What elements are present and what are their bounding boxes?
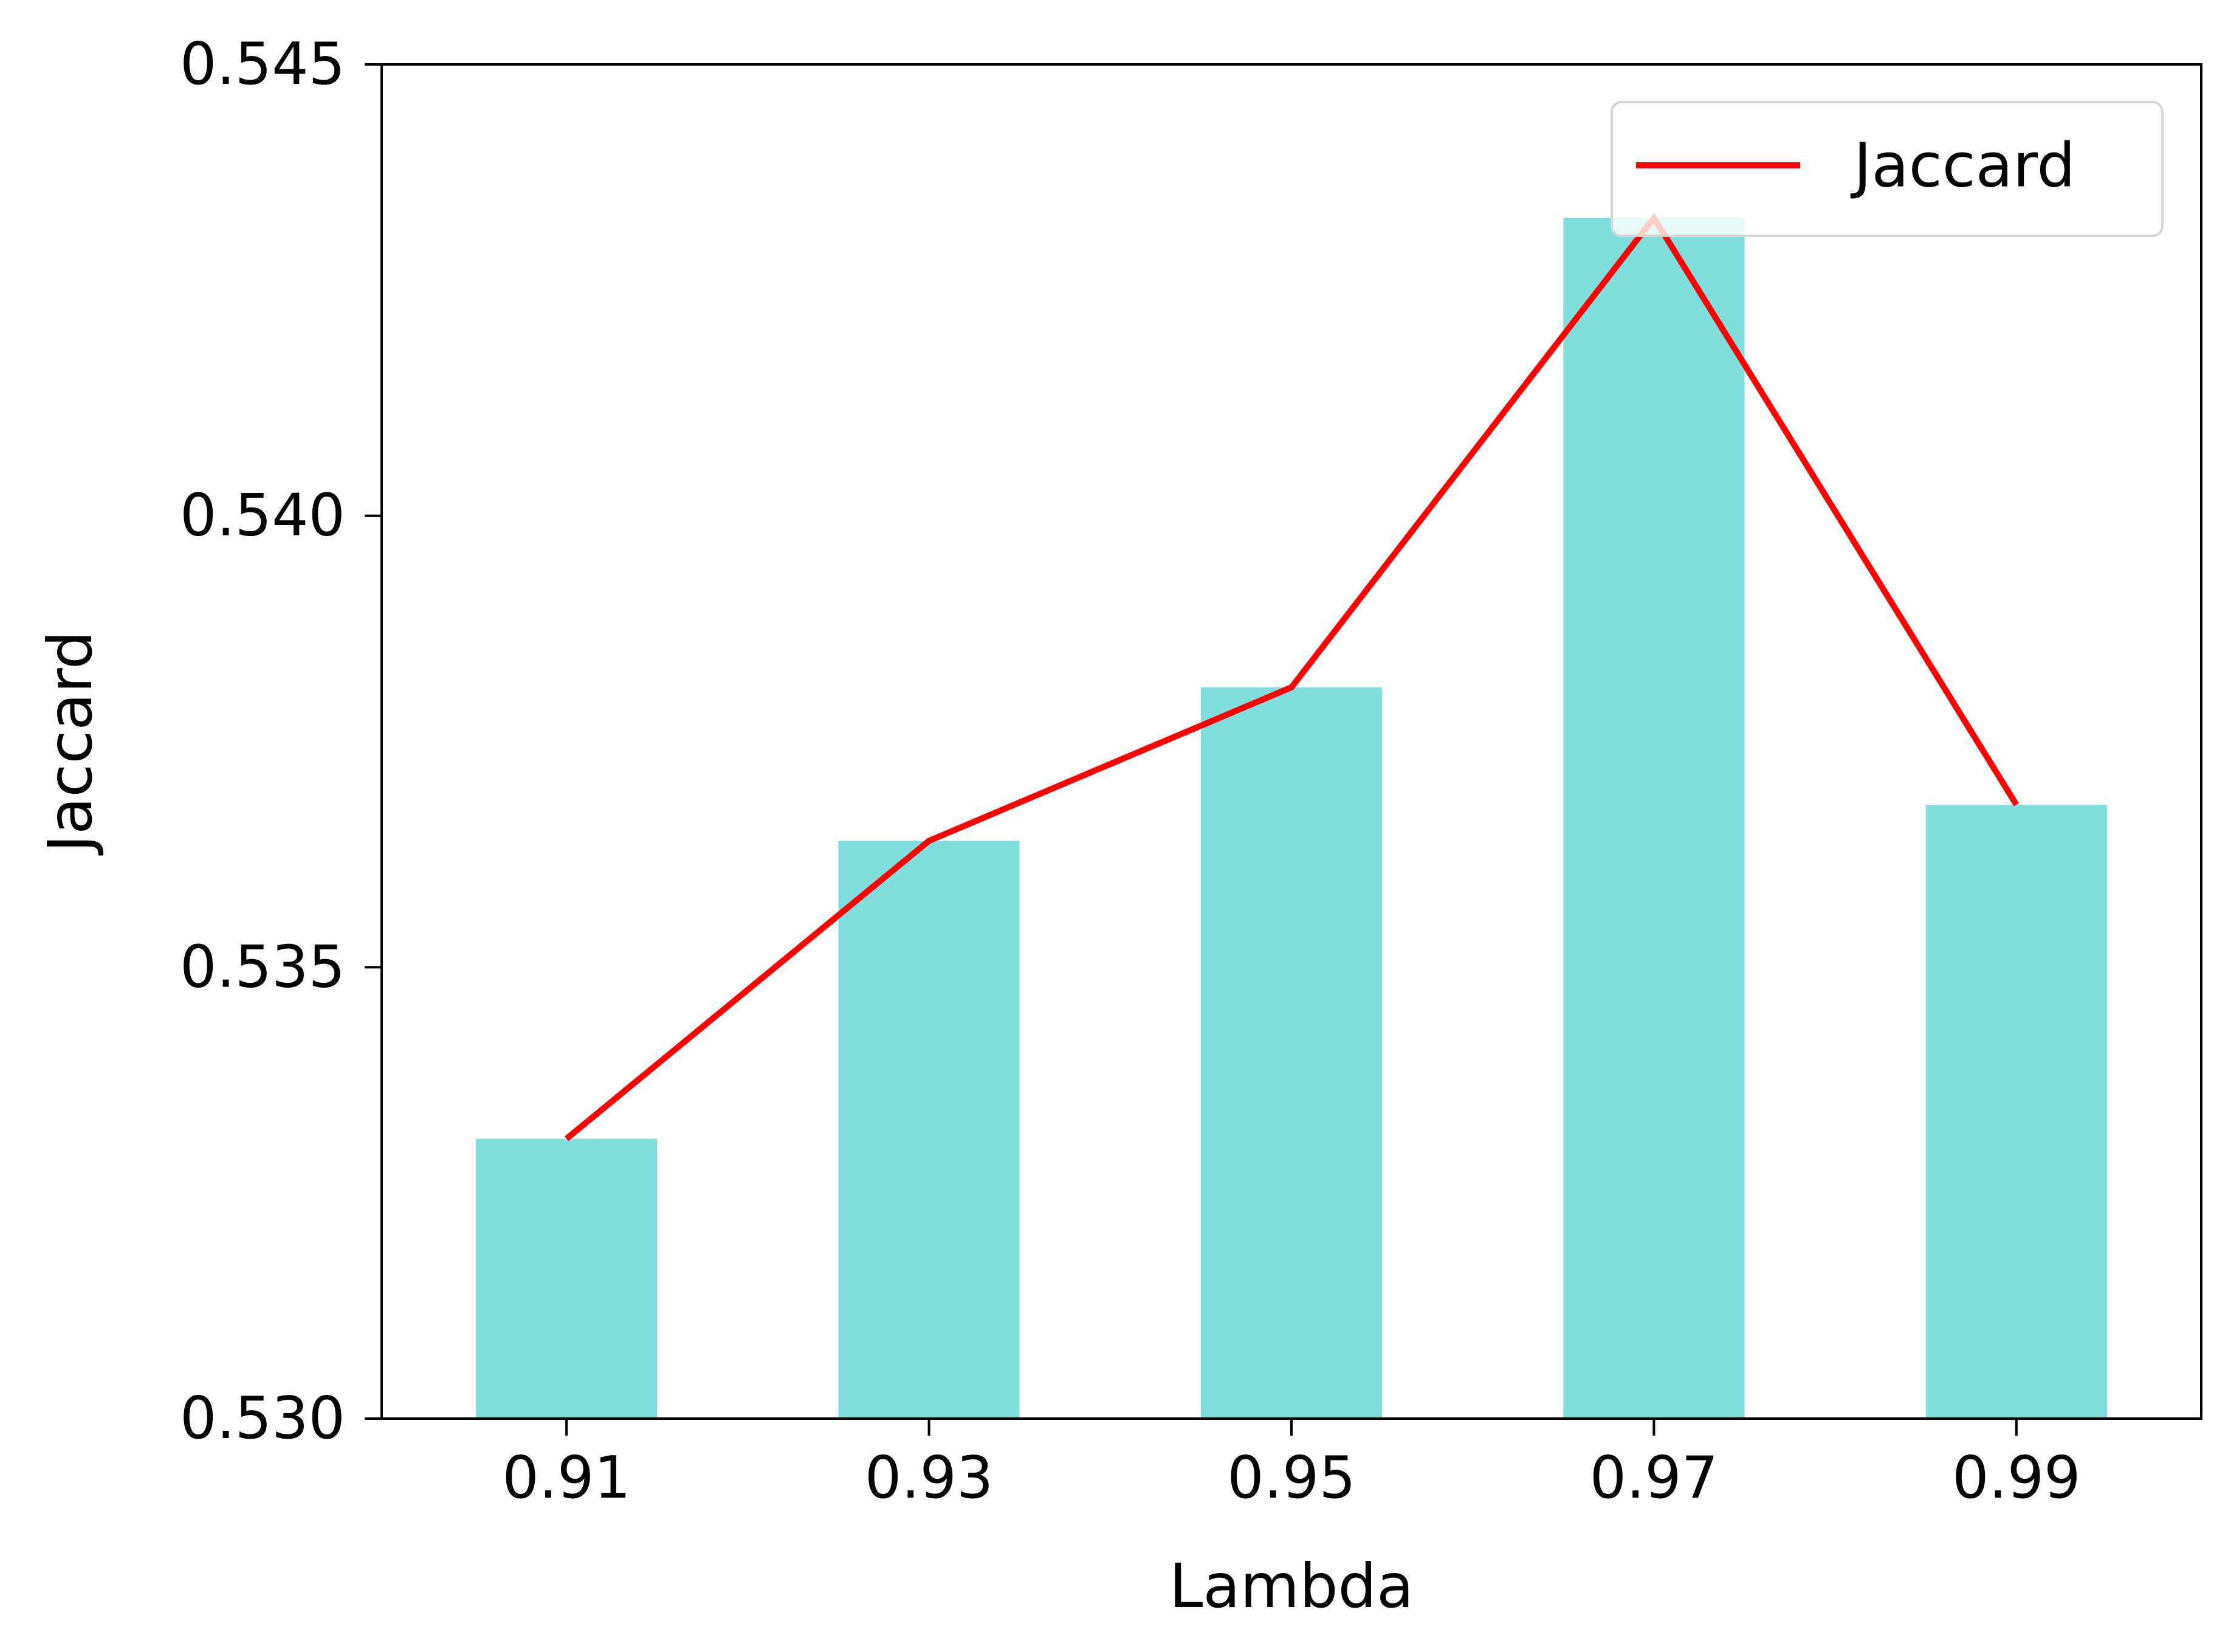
series-line-jaccard: [564, 212, 2020, 1141]
y-axis-title: Jaccard: [35, 631, 106, 856]
x-axis: 0.91 0.93 0.95 0.97 0.99: [502, 1419, 2081, 1512]
y-tick-label: 0.545: [180, 31, 345, 98]
x-tick-label: 0.97: [1590, 1445, 1719, 1512]
legend: Jaccard: [1611, 101, 2164, 237]
x-tick-label: 0.95: [1227, 1445, 1356, 1512]
y-tick-label: 0.530: [180, 1385, 345, 1452]
legend-box: [1611, 101, 2164, 237]
bar-0.99: [1925, 804, 2107, 1419]
bar-0.97: [1563, 218, 1745, 1419]
bar-0.95: [1200, 687, 1383, 1419]
legend-label-jaccard: Jaccard: [1850, 130, 2075, 201]
x-tick-label: 0.99: [1952, 1445, 2081, 1512]
x-axis-title: Lambda: [1169, 1550, 1414, 1622]
y-tick-label: 0.535: [180, 934, 345, 1000]
bars-layer: [476, 218, 2107, 1419]
y-axis: 0.530 0.535 0.540 0.545: [180, 31, 382, 1452]
bar-0.91: [476, 1138, 658, 1419]
bar-0.93: [838, 841, 1020, 1419]
x-tick-label: 0.93: [865, 1445, 994, 1512]
line-layer: [564, 212, 2020, 1141]
x-tick-label: 0.91: [502, 1445, 631, 1512]
y-tick-label: 0.540: [180, 483, 345, 549]
